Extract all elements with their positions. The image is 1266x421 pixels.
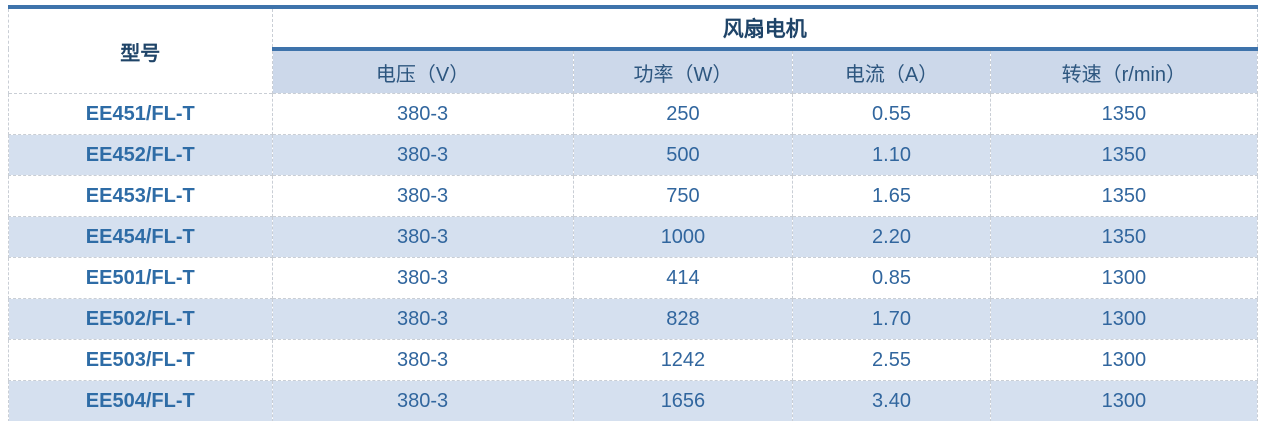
cell-voltage: 380-3 xyxy=(271,257,574,299)
column-header-model: 型号 xyxy=(8,9,273,94)
subheader-row: 电压（V） 功率（W） 电流（A） 转速（r/min） xyxy=(9,49,1259,94)
cell-model: EE502/FL-T xyxy=(8,298,273,340)
cell-current: 0.55 xyxy=(792,93,991,135)
cell-speed: 1350 xyxy=(989,93,1259,135)
cell-current: 2.55 xyxy=(792,339,991,381)
table-row: EE454/FL-T 380-3 1000 2.20 1350 xyxy=(8,216,1259,258)
cell-speed: 1350 xyxy=(989,134,1259,176)
cell-power: 500 xyxy=(572,134,794,176)
table-row: EE451/FL-T 380-3 250 0.55 1350 xyxy=(8,93,1259,135)
column-header-power: 功率（W） xyxy=(572,49,794,94)
table-row: EE504/FL-T 380-3 1656 3.40 1300 xyxy=(8,380,1259,421)
cell-power: 250 xyxy=(572,93,794,135)
cell-power: 1242 xyxy=(572,339,794,381)
table-row: EE501/FL-T 380-3 414 0.85 1300 xyxy=(8,257,1259,299)
fan-motor-spec-table: 型号 风扇电机 电压（V） 功率（W） 电流（A） 转速（r/min） EE45… xyxy=(8,5,1259,421)
cell-current: 1.65 xyxy=(792,175,991,217)
cell-current: 2.20 xyxy=(792,216,991,258)
table-row: EE503/FL-T 380-3 1242 2.55 1300 xyxy=(8,339,1259,381)
cell-current: 0.85 xyxy=(792,257,991,299)
cell-power: 828 xyxy=(572,298,794,340)
table-row: EE453/FL-T 380-3 750 1.65 1350 xyxy=(8,175,1259,217)
cell-speed: 1300 xyxy=(989,257,1259,299)
cell-current: 3.40 xyxy=(792,380,991,421)
cell-model: EE504/FL-T xyxy=(8,380,273,421)
column-header-voltage: 电压（V） xyxy=(271,49,574,94)
cell-voltage: 380-3 xyxy=(271,93,574,135)
cell-voltage: 380-3 xyxy=(271,134,574,176)
cell-model: EE453/FL-T xyxy=(8,175,273,217)
spec-table: 型号 风扇电机 电压（V） 功率（W） 电流（A） 转速（r/min） EE45… xyxy=(8,9,1259,421)
cell-voltage: 380-3 xyxy=(271,380,574,421)
cell-voltage: 380-3 xyxy=(271,175,574,217)
cell-speed: 1350 xyxy=(989,216,1259,258)
cell-power: 750 xyxy=(572,175,794,217)
cell-voltage: 380-3 xyxy=(271,298,574,340)
cell-power: 414 xyxy=(572,257,794,299)
cell-model: EE501/FL-T xyxy=(8,257,273,299)
cell-current: 1.70 xyxy=(792,298,991,340)
cell-current: 1.10 xyxy=(792,134,991,176)
table-row: EE452/FL-T 380-3 500 1.10 1350 xyxy=(8,134,1259,176)
cell-speed: 1300 xyxy=(989,298,1259,340)
group-header-row: 型号 风扇电机 xyxy=(8,9,1259,94)
cell-model: EE451/FL-T xyxy=(8,93,273,135)
column-header-current: 电流（A） xyxy=(792,49,991,94)
cell-voltage: 380-3 xyxy=(271,216,574,258)
cell-model: EE452/FL-T xyxy=(8,134,273,176)
group-header-fan-motor: 风扇电机 xyxy=(271,9,1259,51)
cell-power: 1000 xyxy=(572,216,794,258)
cell-speed: 1350 xyxy=(989,175,1259,217)
column-header-speed: 转速（r/min） xyxy=(989,49,1259,94)
cell-speed: 1300 xyxy=(989,339,1259,381)
cell-speed: 1300 xyxy=(989,380,1259,421)
cell-model: EE454/FL-T xyxy=(8,216,273,258)
cell-power: 1656 xyxy=(572,380,794,421)
table-row: EE502/FL-T 380-3 828 1.70 1300 xyxy=(8,298,1259,340)
cell-model: EE503/FL-T xyxy=(8,339,273,381)
cell-voltage: 380-3 xyxy=(271,339,574,381)
